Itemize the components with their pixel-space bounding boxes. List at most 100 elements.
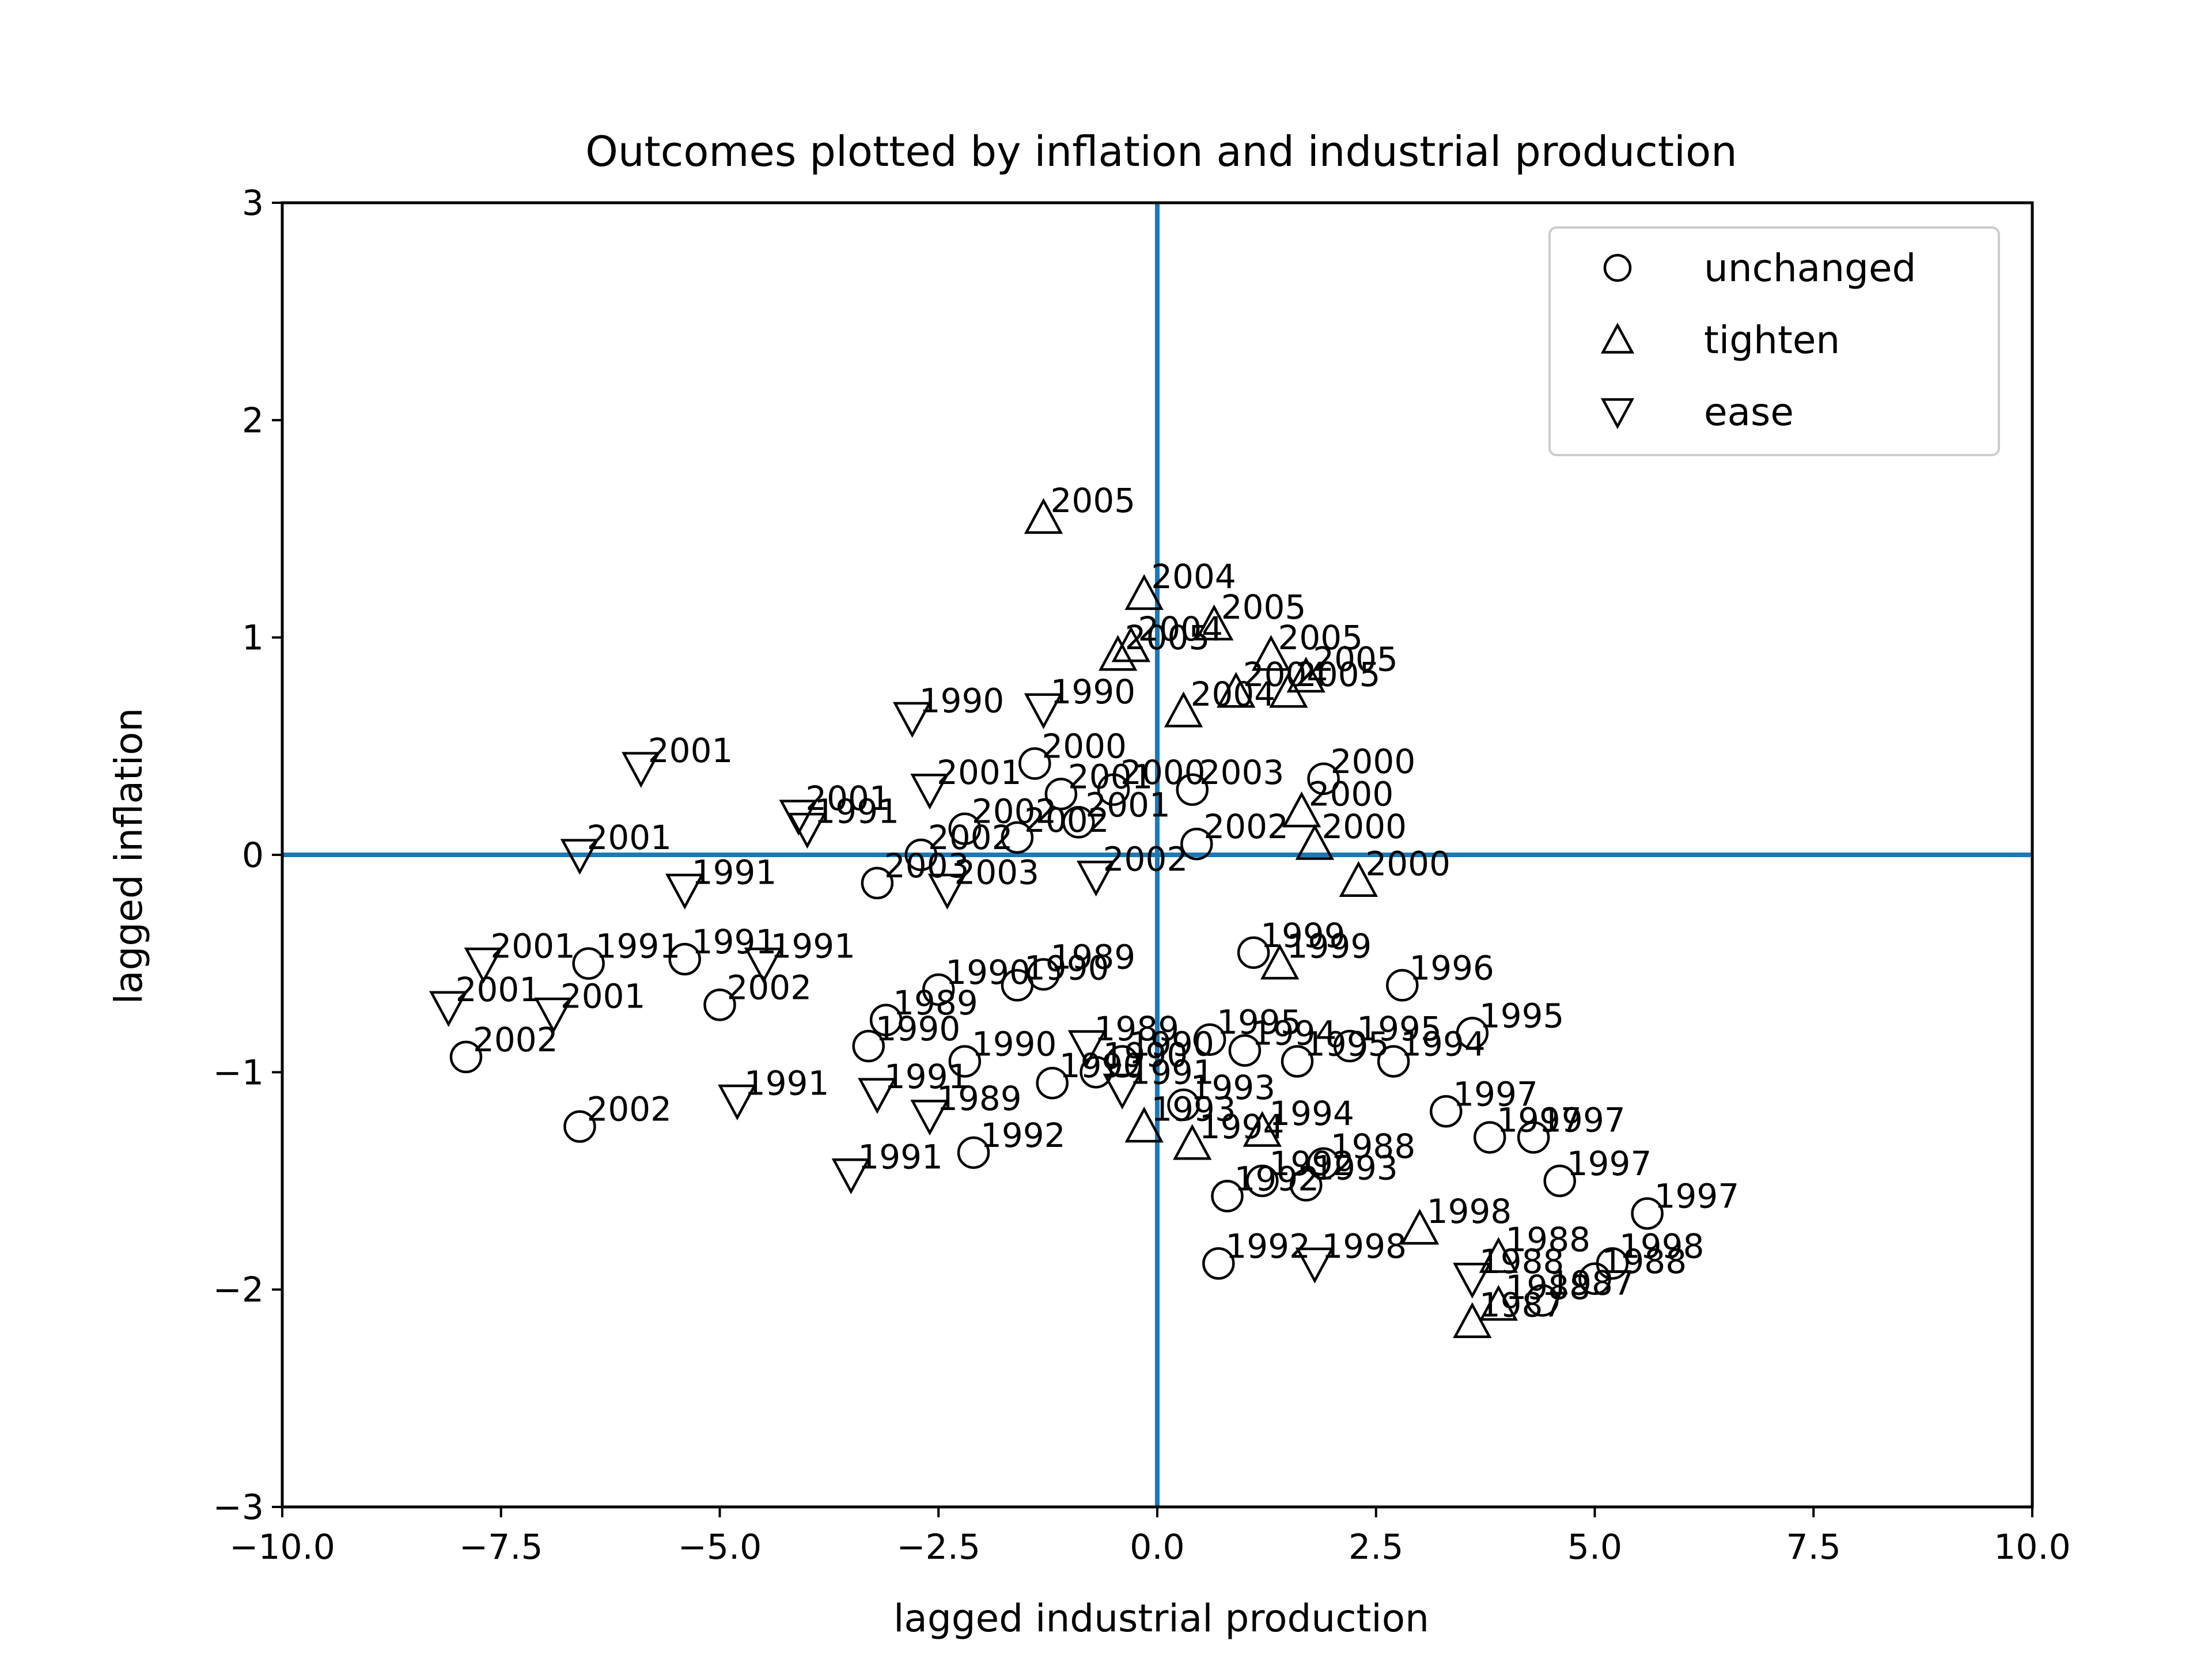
- legend-box: [1548, 226, 2000, 456]
- point-year-label: 1990: [876, 1009, 961, 1048]
- data-point-tighten: [1282, 791, 1321, 828]
- point-year-label: 2005: [1221, 588, 1306, 627]
- data-point-tighten: [1173, 1124, 1212, 1160]
- point-year-label: 2002: [928, 818, 1013, 857]
- data-point-unchanged: [1307, 762, 1340, 796]
- point-year-label: 2005: [1313, 640, 1398, 679]
- data-point-ease: [429, 991, 468, 1027]
- point-year-label: 2004: [1191, 675, 1276, 714]
- point-year-label: 2001: [586, 818, 672, 857]
- point-year-label: 2004: [1151, 557, 1236, 596]
- data-point-unchanged: [1377, 1045, 1410, 1078]
- point-year-label: 2000: [1120, 753, 1206, 792]
- point-year-label: 1993: [1313, 1149, 1398, 1188]
- data-point-tighten: [1339, 861, 1378, 897]
- data-point-tighten: [1286, 656, 1325, 693]
- point-year-label: 2000: [1331, 742, 1416, 781]
- y-tick-label: 2: [242, 400, 264, 441]
- point-year-label: 1990: [1051, 672, 1136, 711]
- data-point-unchanged: [1333, 1029, 1366, 1063]
- point-year-label: 1991: [692, 922, 777, 961]
- data-point-unchanged: [861, 866, 894, 900]
- data-point-unchanged: [1062, 806, 1095, 839]
- data-point-unchanged: [922, 973, 955, 1006]
- data-point-unchanged: [869, 1003, 903, 1037]
- point-year-label: 1990: [945, 953, 1031, 992]
- point-year-label: 2005: [1278, 618, 1363, 657]
- x-axis-title: lagged industrial production: [893, 1596, 1429, 1641]
- data-point-unchanged: [1631, 1197, 1664, 1230]
- data-point-ease: [893, 702, 932, 738]
- data-point-unchanged: [1237, 936, 1270, 969]
- x-tick-label: 0.0: [1130, 1527, 1184, 1567]
- point-year-label: 2000: [1365, 844, 1450, 883]
- data-point-ease: [1453, 1263, 1492, 1299]
- x-tick-label: −2.5: [896, 1527, 980, 1567]
- point-year-label: 2001: [648, 731, 733, 770]
- point-year-label: 2003: [884, 846, 969, 885]
- legend-label-ease: ease: [1704, 390, 1794, 434]
- data-point-tighten: [1024, 498, 1063, 534]
- data-point-unchanged: [1517, 1121, 1550, 1154]
- point-year-label: 1995: [1357, 1009, 1442, 1048]
- data-point-ease: [787, 813, 827, 849]
- data-point-unchanged: [703, 988, 736, 1021]
- point-year-label: 1996: [1409, 948, 1494, 987]
- data-point-unchanged: [1289, 1169, 1323, 1202]
- y-tick-label: 1: [242, 618, 264, 658]
- data-point-unchanged: [1386, 969, 1419, 1002]
- point-year-label: 1988: [1505, 1268, 1590, 1307]
- point-year-label: 1999: [1287, 927, 1372, 966]
- data-point-unchanged: [1578, 1262, 1611, 1296]
- data-point-tighten: [1243, 1111, 1282, 1147]
- data-point-ease: [1076, 861, 1116, 897]
- data-point-tighten: [1453, 1302, 1492, 1338]
- point-year-label: 2000: [1309, 775, 1394, 814]
- data-point-ease: [910, 1100, 949, 1136]
- legend-label-unchanged: unchanged: [1704, 246, 1916, 290]
- y-tick-label: −2: [213, 1270, 264, 1310]
- point-year-label: 1987: [1479, 1285, 1565, 1324]
- point-year-label: 2001: [1068, 757, 1153, 796]
- data-point-tighten: [1295, 824, 1335, 860]
- data-point-tighten: [1479, 1237, 1518, 1273]
- point-year-label: 1997: [1567, 1144, 1652, 1183]
- point-year-label: 1994: [1400, 1024, 1486, 1063]
- data-point-unchanged: [1228, 1034, 1262, 1067]
- chart-title: Outcomes plotted by inflation and indust…: [585, 127, 1737, 176]
- legend: unchanged tighten ease: [1548, 226, 2000, 456]
- x-tick-label: 2.5: [1349, 1527, 1403, 1567]
- point-year-label: 1997: [1540, 1101, 1626, 1140]
- point-year-label: 1987: [1549, 1264, 1634, 1303]
- data-point-ease: [718, 1084, 757, 1121]
- point-year-label: 1993: [1151, 1090, 1236, 1129]
- point-year-label: 2000: [1321, 807, 1407, 846]
- y-tick-label: −1: [213, 1052, 264, 1093]
- data-point-unchanged: [1526, 1284, 1559, 1317]
- x-tick-label: 7.5: [1786, 1527, 1841, 1567]
- point-year-label: 2002: [972, 792, 1057, 831]
- data-point-unchanged: [1307, 1147, 1340, 1180]
- y-tick-label: −3: [213, 1487, 264, 1528]
- data-point-unchanged: [1167, 1088, 1200, 1122]
- point-year-label: 2005: [1051, 481, 1136, 520]
- data-point-unchanged: [1543, 1164, 1576, 1198]
- legend-label-tighten: tighten: [1704, 318, 1840, 362]
- point-year-label: 2001: [560, 976, 646, 1016]
- x-tick-label: −7.5: [459, 1527, 543, 1567]
- x-tick-label: −5.0: [678, 1527, 762, 1567]
- plot-area: [282, 203, 2032, 1507]
- point-year-label: 1992: [1269, 1144, 1354, 1183]
- point-year-label: 1998: [1427, 1192, 1512, 1231]
- data-point-unchanged: [1018, 747, 1051, 780]
- data-point-unchanged: [948, 1045, 982, 1078]
- point-year-label: 2000: [1041, 727, 1127, 766]
- data-point-ease: [779, 800, 818, 836]
- legend-marker-unchanged: [1603, 253, 1632, 282]
- data-point-ease: [858, 1078, 897, 1114]
- point-year-label: 2002: [727, 968, 812, 1007]
- point-year-label: 2001: [490, 927, 575, 966]
- data-point-unchanged: [1211, 1180, 1244, 1213]
